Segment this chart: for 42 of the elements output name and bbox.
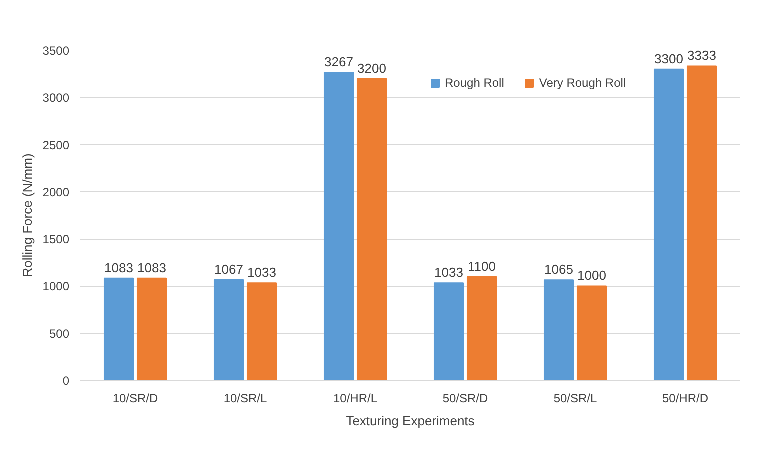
data-label: 1065 (544, 262, 574, 278)
data-label: 3200 (358, 60, 386, 76)
y-tick-label: 1000 (42, 280, 70, 294)
y-tick-label: 1500 (42, 232, 70, 247)
data-label: 1083 (104, 260, 134, 276)
x-tick-label: 10/HR/L (333, 392, 378, 406)
y-tick-label: 2000 (42, 185, 70, 200)
data-label: 1067 (214, 262, 244, 277)
data-label: 3267 (324, 54, 354, 70)
x-tick-label: 50/SR/L (554, 392, 598, 406)
data-label: 1033 (248, 265, 276, 280)
x-tick-label: 10/SR/L (224, 392, 268, 406)
data-label: 1033 (434, 265, 464, 280)
bar (434, 282, 464, 380)
x-axis-title: Texturing Experiments (346, 414, 476, 428)
y-tick-label: 3500 (42, 44, 70, 58)
data-label: 1083 (138, 260, 166, 276)
bar (246, 282, 278, 380)
bar (466, 276, 498, 380)
y-tick-label: 0 (62, 374, 70, 388)
bar (136, 278, 168, 380)
y-axis-title: Rolling Force (N/mm) (20, 154, 35, 278)
legend-label: Very Rough Roll (539, 76, 626, 90)
x-tick-label: 50/SR/D (442, 392, 489, 406)
bar (214, 279, 244, 380)
data-label: 1000 (578, 268, 606, 284)
data-label: 3333 (688, 48, 716, 64)
bar (654, 68, 684, 380)
bar (544, 280, 574, 380)
bar (104, 278, 134, 380)
x-tick-label: 50/HR/D (662, 392, 709, 406)
x-tick-label: 10/SR/D (112, 392, 159, 406)
y-tick-label: 3000 (42, 91, 70, 106)
data-label: 1100 (468, 258, 496, 274)
legend-label: Rough Roll (445, 76, 504, 90)
y-tick-label: 2500 (42, 138, 70, 152)
bar (324, 72, 354, 380)
bar (686, 66, 718, 380)
y-tick-label: 500 (49, 326, 70, 341)
bar (356, 78, 388, 380)
bar (576, 286, 608, 380)
data-label: 3300 (654, 51, 684, 66)
